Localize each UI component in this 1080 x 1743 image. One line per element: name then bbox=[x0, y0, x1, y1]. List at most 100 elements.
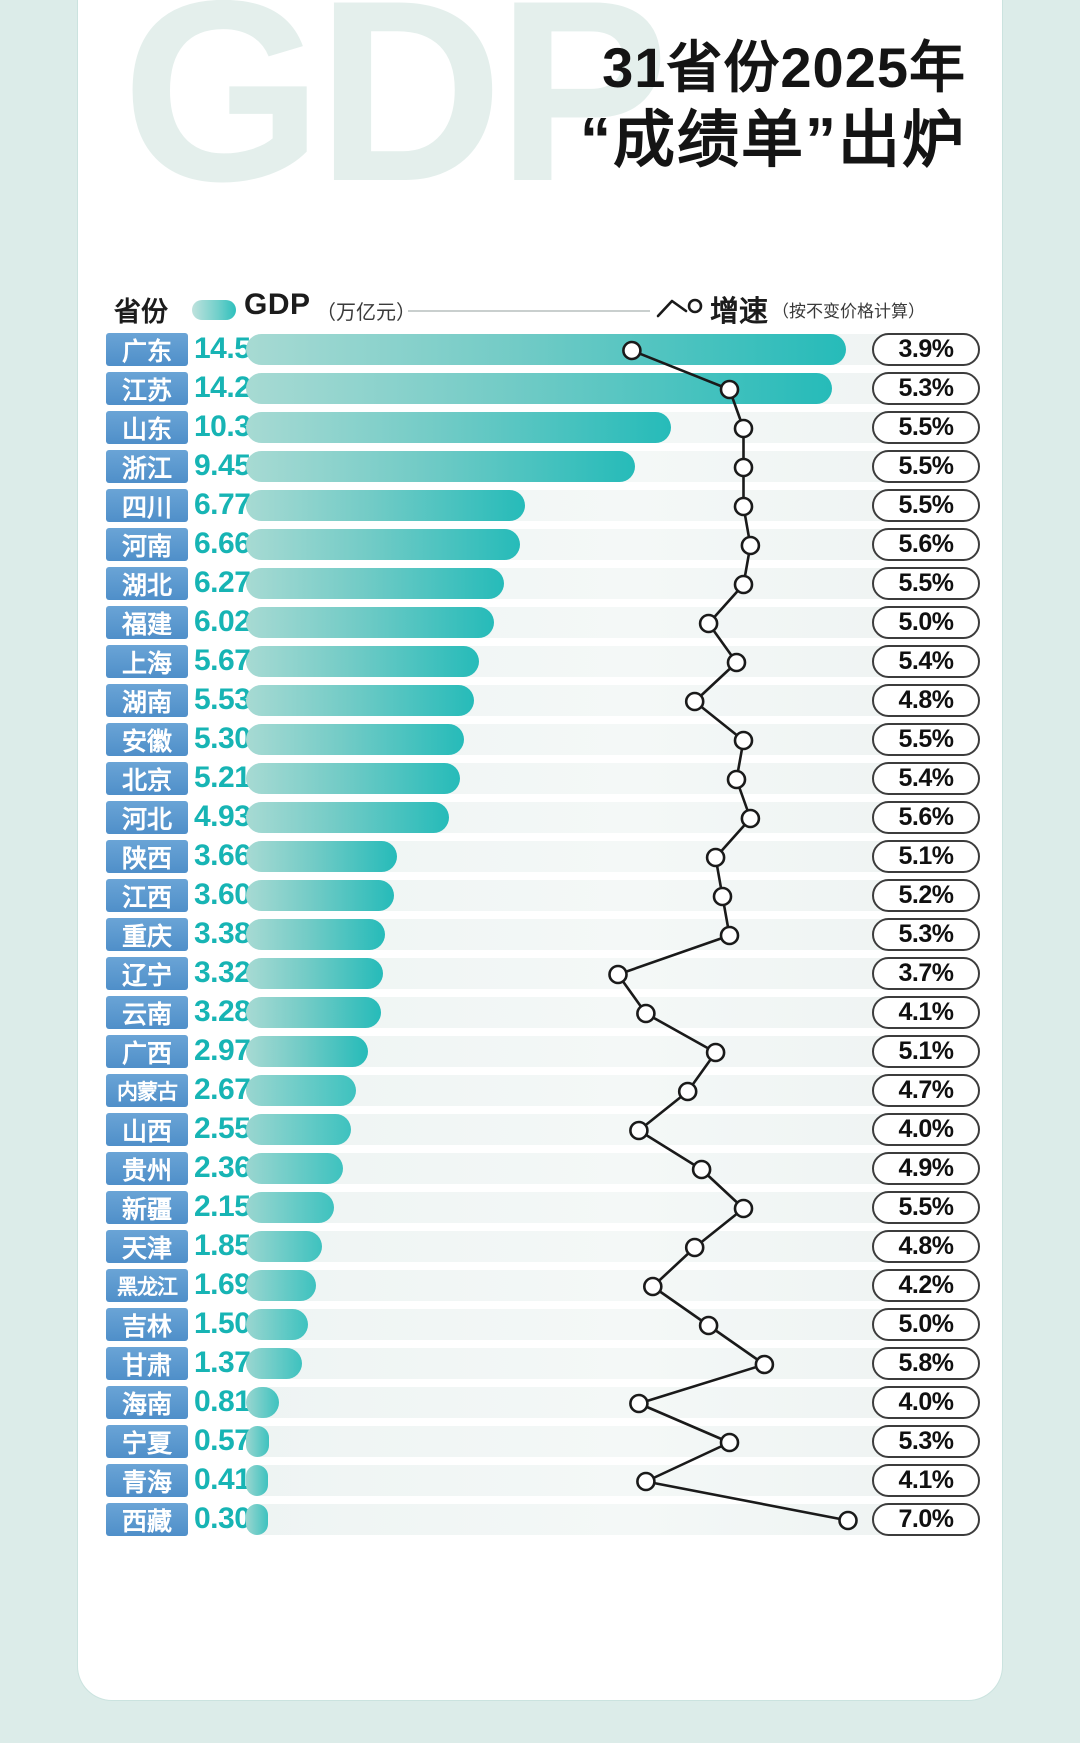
growth-pill: 4.8% bbox=[872, 1230, 980, 1263]
table-row: 青海 0.41 4.1% bbox=[78, 1461, 1002, 1500]
province-tag[interactable]: 江西 bbox=[106, 879, 188, 912]
gdp-bar bbox=[246, 1153, 344, 1184]
province-tag[interactable]: 安徽 bbox=[106, 723, 188, 756]
province-tag[interactable]: 四川 bbox=[106, 489, 188, 522]
growth-pill: 4.2% bbox=[872, 1269, 980, 1302]
gdp-value: 2.15 bbox=[194, 1190, 251, 1223]
growth-pill: 5.1% bbox=[872, 840, 980, 873]
province-tag[interactable]: 天津 bbox=[106, 1230, 188, 1263]
gdp-value: 1.50 bbox=[194, 1307, 251, 1340]
province-tag[interactable]: 吉林 bbox=[106, 1308, 188, 1341]
gdp-value: 3.38 bbox=[194, 917, 251, 950]
province-tag[interactable]: 河北 bbox=[106, 801, 188, 834]
province-tag[interactable]: 湖南 bbox=[106, 684, 188, 717]
table-row: 河南 6.66 5.6% bbox=[78, 525, 1002, 564]
gdp-value: 0.41 bbox=[194, 1463, 251, 1496]
growth-pill: 5.3% bbox=[872, 918, 980, 951]
row-track bbox=[246, 1153, 946, 1184]
province-tag[interactable]: 重庆 bbox=[106, 918, 188, 951]
province-tag[interactable]: 河南 bbox=[106, 528, 188, 561]
province-tag[interactable]: 西藏 bbox=[106, 1503, 188, 1536]
page-title: 31省份2025年 “成绩单”出炉 bbox=[580, 37, 966, 178]
table-row: 江西 3.60 5.2% bbox=[78, 876, 1002, 915]
table-row: 广东 14.58 3.9% bbox=[78, 330, 1002, 369]
table-row: 安徽 5.30 5.5% bbox=[78, 720, 1002, 759]
province-tag[interactable]: 浙江 bbox=[106, 450, 188, 483]
table-row: 甘肃 1.37 5.8% bbox=[78, 1344, 1002, 1383]
row-track bbox=[246, 1309, 946, 1340]
province-tag[interactable]: 海南 bbox=[106, 1386, 188, 1419]
table-row: 云南 3.28 4.1% bbox=[78, 993, 1002, 1032]
row-track bbox=[246, 1465, 946, 1496]
table-row: 广西 2.97 5.1% bbox=[78, 1032, 1002, 1071]
gdp-bar bbox=[246, 412, 671, 443]
gdp-value: 6.27 bbox=[194, 566, 251, 599]
gdp-value: 0.30 bbox=[194, 1502, 251, 1535]
province-tag[interactable]: 内蒙古 bbox=[106, 1074, 188, 1107]
table-row: 新疆 2.15 5.5% bbox=[78, 1188, 1002, 1227]
gdp-value: 0.57 bbox=[194, 1424, 251, 1457]
table-row: 西藏 0.30 7.0% bbox=[78, 1500, 1002, 1539]
province-tag[interactable]: 广西 bbox=[106, 1035, 188, 1068]
growth-pill: 5.4% bbox=[872, 762, 980, 795]
province-tag[interactable]: 山西 bbox=[106, 1113, 188, 1146]
province-tag[interactable]: 新疆 bbox=[106, 1191, 188, 1224]
province-tag[interactable]: 黑龙江 bbox=[106, 1269, 188, 1302]
gdp-bar bbox=[246, 1270, 316, 1301]
growth-pill: 5.6% bbox=[872, 801, 980, 834]
growth-pill: 5.3% bbox=[872, 1425, 980, 1458]
province-tag[interactable]: 湖北 bbox=[106, 567, 188, 600]
growth-pill: 4.1% bbox=[872, 1464, 980, 1497]
table-row: 陕西 3.66 5.1% bbox=[78, 837, 1002, 876]
table-row: 福建 6.02 5.0% bbox=[78, 603, 1002, 642]
growth-pill: 4.8% bbox=[872, 684, 980, 717]
table-row: 四川 6.77 5.5% bbox=[78, 486, 1002, 525]
gdp-bar bbox=[246, 724, 465, 755]
province-tag[interactable]: 辽宁 bbox=[106, 957, 188, 990]
table-row: 天津 1.85 4.8% bbox=[78, 1227, 1002, 1266]
gdp-value: 1.37 bbox=[194, 1346, 251, 1379]
table-row: 湖南 5.53 4.8% bbox=[78, 681, 1002, 720]
gdp-value: 6.02 bbox=[194, 605, 251, 638]
gdp-bar bbox=[246, 958, 383, 989]
province-tag[interactable]: 甘肃 bbox=[106, 1347, 188, 1380]
province-tag[interactable]: 江苏 bbox=[106, 372, 188, 405]
province-tag[interactable]: 陕西 bbox=[106, 840, 188, 873]
chart-card: GDP 31省份2025年 “成绩单”出炉 省份 GDP （万亿元） 增速 （按… bbox=[78, 0, 1002, 1700]
growth-pill: 5.5% bbox=[872, 1191, 980, 1224]
gdp-bar bbox=[246, 1192, 335, 1223]
legend-growth-label: 增速 bbox=[710, 296, 769, 328]
province-tag[interactable]: 福建 bbox=[106, 606, 188, 639]
table-row: 海南 0.81 4.0% bbox=[78, 1383, 1002, 1422]
table-row: 湖北 6.27 5.5% bbox=[78, 564, 1002, 603]
gdp-value: 6.77 bbox=[194, 488, 251, 521]
data-rows: 广东 14.58 3.9% 江苏 14.24 5.3% 山东 10.32 5.5% 浙江 9.45 5… bbox=[78, 330, 1002, 1539]
province-tag[interactable]: 贵州 bbox=[106, 1152, 188, 1185]
province-tag[interactable]: 上海 bbox=[106, 645, 188, 678]
gdp-value: 2.55 bbox=[194, 1112, 251, 1145]
growth-pill: 4.0% bbox=[872, 1113, 980, 1146]
gdp-value: 2.97 bbox=[194, 1034, 251, 1067]
gdp-bar bbox=[246, 568, 505, 599]
gdp-value: 2.36 bbox=[194, 1151, 251, 1184]
gdp-value: 6.66 bbox=[194, 527, 251, 560]
province-tag[interactable]: 广东 bbox=[106, 333, 188, 366]
gdp-value: 1.69 bbox=[194, 1268, 251, 1301]
gdp-value: 4.93 bbox=[194, 800, 251, 833]
province-tag[interactable]: 北京 bbox=[106, 762, 188, 795]
table-row: 浙江 9.45 5.5% bbox=[78, 447, 1002, 486]
gdp-bar bbox=[246, 1426, 270, 1457]
growth-pill: 3.9% bbox=[872, 333, 980, 366]
legend-gdp-label: GDP bbox=[244, 288, 311, 321]
gdp-bar bbox=[246, 841, 397, 872]
province-tag[interactable]: 云南 bbox=[106, 996, 188, 1029]
growth-pill: 5.5% bbox=[872, 450, 980, 483]
legend-province-label: 省份 bbox=[114, 297, 168, 327]
gdp-bar bbox=[246, 919, 386, 950]
gdp-bar bbox=[246, 529, 521, 560]
province-tag[interactable]: 宁夏 bbox=[106, 1425, 188, 1458]
province-tag[interactable]: 山东 bbox=[106, 411, 188, 444]
province-tag[interactable]: 青海 bbox=[106, 1464, 188, 1497]
gdp-value: 3.60 bbox=[194, 878, 251, 911]
gdp-bar bbox=[246, 373, 832, 404]
